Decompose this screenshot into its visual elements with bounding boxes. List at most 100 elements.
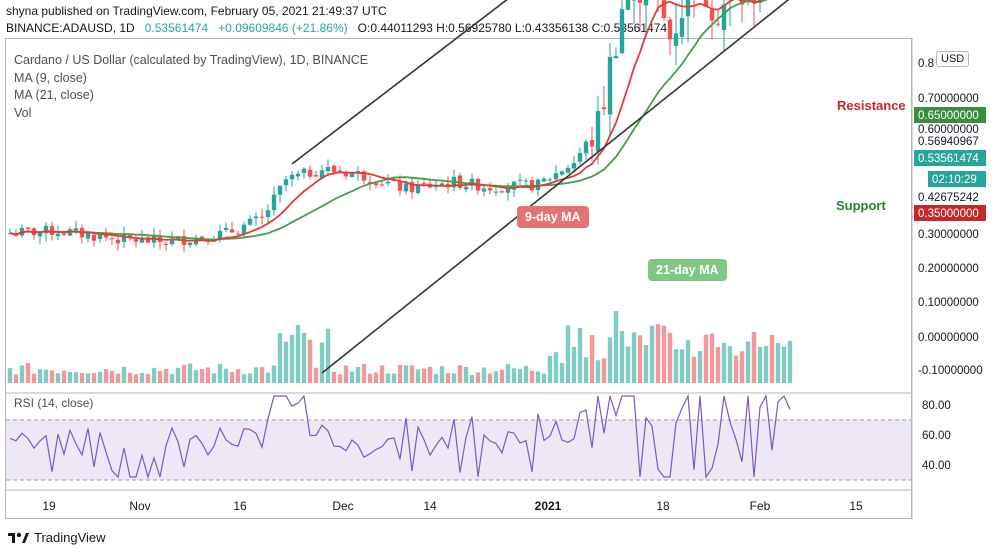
volume-bar — [661, 325, 667, 383]
volume-bar — [565, 325, 571, 383]
volume-bar — [685, 340, 691, 383]
price-tag-bg — [914, 133, 986, 149]
candle-body — [625, 0, 631, 10]
currency-button[interactable]: USD — [936, 51, 970, 67]
candle-body — [343, 172, 349, 177]
volume-bar — [469, 374, 475, 383]
volume-bar — [67, 371, 73, 383]
candle-body — [631, 0, 637, 1]
volume-bar — [433, 373, 439, 383]
volume-bar — [625, 346, 631, 383]
candle-body — [121, 233, 127, 242]
price-tag-label: 0.65000000 — [918, 110, 979, 122]
candle-body — [253, 216, 259, 219]
rsi-tick-label: 40.00 — [922, 460, 951, 472]
volume-bar — [157, 371, 163, 383]
volume-bar — [733, 355, 739, 383]
volume-bar — [619, 331, 625, 383]
volume-bar — [55, 373, 61, 383]
volume-bar — [103, 369, 109, 383]
volume-bar — [229, 372, 235, 383]
candle-body — [85, 233, 91, 239]
volume-bar — [163, 368, 169, 383]
volume-bar — [439, 366, 445, 383]
volume-bar — [319, 342, 325, 383]
volume-bar — [505, 364, 511, 383]
candle-body — [313, 174, 319, 177]
price-tick-label: 0.10000000 — [918, 297, 979, 309]
volume-bar — [193, 370, 199, 383]
volume-bar — [481, 367, 487, 383]
volume-bar — [415, 369, 421, 383]
volume-bar — [187, 363, 193, 383]
ma9-callout: 9-day MA — [517, 206, 589, 228]
volume-bar — [301, 333, 307, 383]
candle-body — [607, 56, 613, 115]
candle-body — [127, 233, 133, 239]
volume-bar — [613, 311, 619, 383]
volume-bar — [151, 367, 157, 383]
volume-bar — [775, 343, 781, 383]
time-tick-label: 18 — [656, 499, 670, 513]
volume-bar — [43, 369, 49, 383]
time-tick-label: Nov — [129, 499, 150, 513]
candle-body — [241, 224, 247, 234]
candle-body — [199, 236, 205, 240]
legend-vol: Vol — [14, 105, 32, 120]
brand-name: TradingView — [34, 529, 106, 545]
volume-bar — [259, 367, 265, 383]
volume-bar — [205, 367, 211, 383]
price-tag-bg — [914, 189, 986, 205]
trend-channel-layer — [291, 0, 790, 374]
volume-bar — [25, 363, 31, 383]
lower-trend-line — [321, 0, 790, 374]
candle-body — [73, 228, 79, 231]
volume-bar — [235, 369, 241, 383]
volume-bar — [691, 356, 697, 383]
volume-bar — [727, 346, 733, 383]
candle-body — [271, 194, 277, 211]
axis-layer: 0.80.700000000.600000000.300000000.20000… — [42, 58, 986, 513]
price-change: +0.09609846 (+21.86%) — [218, 21, 348, 35]
candle-body — [589, 140, 595, 147]
volume-bar — [601, 358, 607, 383]
price-tag-bg — [928, 171, 986, 187]
volume-bar — [175, 367, 181, 383]
volume-bar — [223, 368, 229, 383]
volume-bar — [181, 364, 187, 383]
candle-body — [301, 168, 307, 174]
candle-body — [379, 184, 385, 186]
candle-body — [493, 191, 499, 193]
tradingview-brand[interactable]: TradingView — [7, 529, 106, 545]
volume-bar — [451, 373, 457, 383]
volume-bar — [133, 374, 139, 383]
volume-bar — [577, 328, 583, 383]
volume-bar — [667, 332, 673, 383]
candle-body — [61, 233, 67, 236]
volume-bar — [271, 365, 277, 383]
candle-body — [421, 183, 427, 185]
candle-body — [325, 166, 331, 172]
volume-bar — [121, 366, 127, 383]
price-tag-bg — [914, 205, 986, 221]
candle-body — [529, 180, 535, 191]
volume-bar — [553, 352, 559, 383]
volume-bar — [343, 365, 349, 383]
candle-body — [409, 181, 415, 193]
price-tag-label: 0.35000000 — [918, 208, 979, 220]
time-tick-label: Feb — [750, 499, 771, 513]
volume-bar — [409, 365, 415, 383]
candle-body — [523, 180, 529, 182]
volume-bar — [127, 372, 133, 383]
candle-body — [685, 0, 691, 17]
ma21-line — [9, 0, 769, 241]
volume-bar — [649, 325, 655, 383]
candle-body — [25, 227, 31, 229]
candle-body — [109, 238, 115, 240]
volume-bar — [541, 373, 547, 383]
volume-bar — [643, 345, 649, 383]
volume-bar — [559, 362, 565, 383]
volume-bar — [709, 333, 715, 383]
ma21-callout: 21-day MA — [648, 259, 727, 281]
